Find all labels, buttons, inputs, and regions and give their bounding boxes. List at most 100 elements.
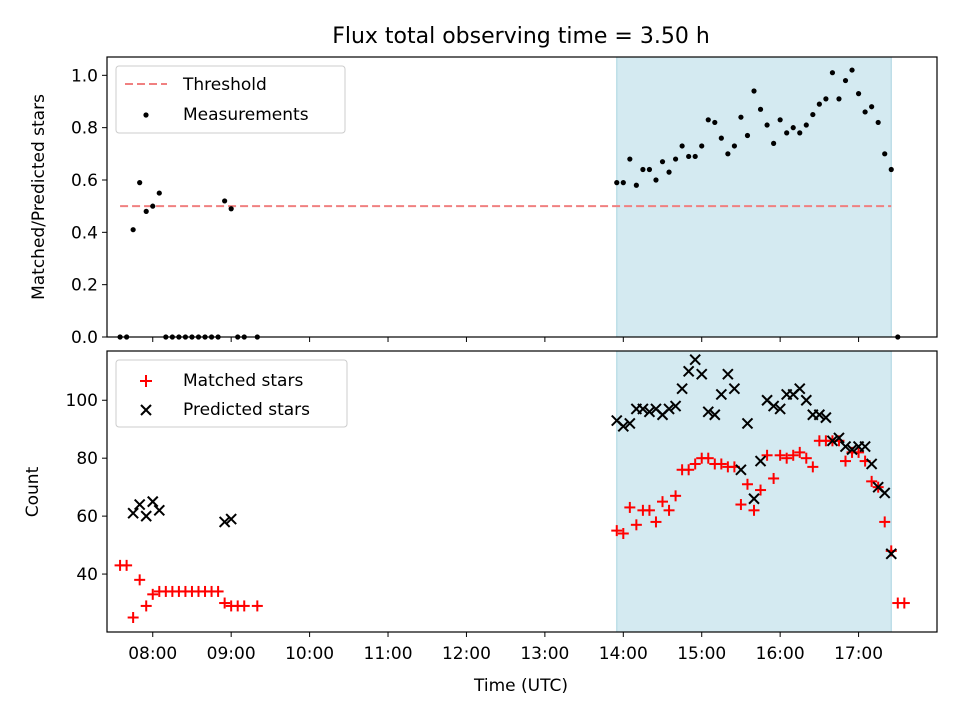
chart-title: Flux total observing time = 3.50 h: [332, 24, 710, 49]
predicted-star-point: [140, 510, 152, 522]
top-legend: Threshold Measurements: [115, 65, 346, 134]
predicted-star-point: [682, 365, 695, 377]
legend-matched-label: Matched stars: [183, 371, 303, 391]
bottom-shaded-interval: [616, 350, 892, 633]
measurement-point: [156, 190, 162, 196]
measurement-point: [627, 156, 633, 162]
matched-star-point: [643, 504, 655, 516]
measurement-point: [679, 143, 685, 149]
matched-star-point: [134, 574, 146, 586]
x-tick-label: 16:00: [756, 644, 805, 664]
matched-star-point: [794, 446, 806, 458]
measurement-point: [731, 143, 738, 149]
matched-star-point: [768, 472, 780, 484]
bottom-x-ticks: 08:00 09:00 10:00 11:00 12:00 13:00 14:00 15:00…: [128, 632, 883, 664]
measurement-point: [849, 67, 855, 73]
bottom-y-axis-label: Count: [23, 466, 43, 517]
measurement-point: [686, 153, 692, 160]
measurement-point: [771, 140, 777, 146]
measurement-point: [150, 203, 156, 209]
measurement-point: [836, 96, 842, 102]
predicted-star-point: [689, 353, 701, 366]
predicted-star-point: [820, 411, 832, 424]
matched-star-point: [702, 452, 714, 464]
y-tick-label: 80: [76, 449, 98, 469]
matched-star-point: [787, 449, 799, 461]
matched-star-point: [755, 484, 767, 496]
measurement-point: [633, 182, 639, 188]
measurement-point: [228, 206, 234, 212]
predicted-star-point: [735, 464, 747, 476]
predicted-star-point: [774, 403, 786, 415]
y-tick-label: 1.0: [71, 66, 98, 86]
x-tick-label: 10:00: [285, 644, 334, 664]
top-y-ticks: 0.0 0.2 0.4 0.6 0.8 1.0: [71, 66, 107, 348]
legend-matched-marker: [140, 375, 152, 387]
matched-star-point: [121, 559, 133, 571]
predicted-star-point: [885, 548, 897, 560]
top-shaded-interval: [616, 56, 892, 338]
measurement-point: [784, 130, 790, 136]
top-x-ticks: [152, 337, 860, 342]
matched-star-point: [761, 449, 773, 461]
legend-predicted-marker: [140, 404, 152, 416]
measurement-point: [810, 111, 816, 118]
y-tick-label: 0.6: [71, 171, 98, 191]
matched-star-point: [140, 600, 152, 612]
matched-star-point: [147, 588, 159, 600]
bottom-y-ticks: 40 60 80 100: [66, 391, 107, 585]
y-tick-label: 40: [76, 565, 98, 585]
measurement-point: [646, 166, 653, 173]
measurement-points: [117, 67, 901, 340]
bottom-panel: 40 60 80 100 08:00 09:00 10:00 11:00 12:00 13:00…: [23, 350, 938, 696]
matched-stars-points: [114, 435, 910, 624]
measurement-point: [823, 96, 829, 102]
measurement-point: [790, 125, 796, 131]
matched-star-point: [774, 449, 786, 461]
bottom-legend-box: [115, 359, 348, 428]
x-tick-label: 17:00: [834, 644, 883, 664]
predicted-star-point: [617, 420, 630, 433]
matched-star-point: [781, 452, 793, 464]
predicted-star-point: [624, 417, 636, 430]
predicted-star-point: [147, 495, 159, 508]
predicted-star-point: [879, 487, 891, 499]
y-tick-label: 0.0: [71, 328, 98, 348]
predicted-star-point: [218, 516, 231, 528]
predicted-star-point: [767, 400, 780, 412]
predicted-star-point: [728, 382, 741, 395]
matched-star-point: [898, 597, 910, 609]
measurement-point: [718, 135, 724, 141]
predicted-star-point: [643, 406, 656, 418]
measurement-point: [862, 109, 868, 115]
matched-star-point: [657, 496, 669, 508]
matched-star-point: [735, 499, 747, 511]
y-tick-label: 60: [76, 507, 98, 527]
measurement-point: [855, 91, 862, 97]
predicted-star-point: [859, 440, 871, 453]
predicted-star-point: [839, 440, 852, 453]
predicted-stars-points: [127, 353, 897, 560]
measurement-point: [640, 166, 646, 173]
measurement-point: [777, 117, 783, 123]
predicted-star-point: [748, 493, 760, 505]
matched-star-point: [683, 464, 695, 476]
matched-star-point: [212, 585, 224, 597]
predicted-star-point: [865, 458, 878, 470]
measurement-point: [738, 114, 744, 120]
x-tick-label: 09:00: [207, 644, 256, 664]
matched-star-point: [866, 475, 878, 487]
x-tick-label: 13:00: [520, 644, 569, 664]
top-panel: 0.0 0.2 0.4 0.6 0.8 1.0 Matched/Predicted sta…: [29, 56, 938, 348]
matched-star-point: [807, 461, 819, 473]
predicted-star-point: [833, 432, 845, 444]
y-tick-label: 0.8: [71, 119, 98, 139]
measurement-point: [829, 70, 836, 76]
legend-predicted-label: Predicted stars: [183, 400, 310, 420]
y-tick-label: 0.4: [71, 223, 98, 243]
predicted-star-point: [663, 403, 675, 415]
predicted-star-point: [669, 400, 682, 412]
top-axes-frame: [106, 56, 938, 338]
measurement-point: [614, 180, 620, 186]
measurement-point: [888, 166, 894, 173]
